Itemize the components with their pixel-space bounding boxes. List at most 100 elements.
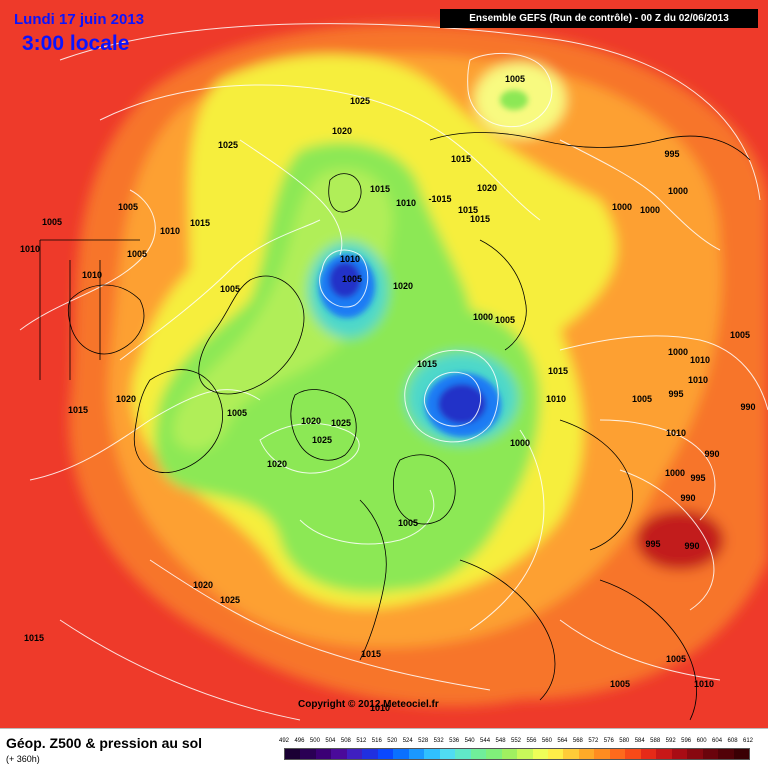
pressure-label: 1005 bbox=[495, 315, 515, 325]
pressure-label: 1015 bbox=[370, 184, 390, 194]
pressure-label: 1000 bbox=[473, 312, 493, 322]
pressure-label: -1015 bbox=[428, 194, 451, 204]
footer-subtitle: (+ 360h) bbox=[6, 754, 40, 764]
pressure-label: 1025 bbox=[218, 140, 238, 150]
legend-tick-label: 536 bbox=[449, 738, 460, 744]
legend-swatch bbox=[408, 749, 425, 759]
legend-tick-label: 580 bbox=[619, 738, 630, 744]
isobars bbox=[19, 23, 768, 721]
pressure-label: 1005 bbox=[632, 394, 652, 404]
legend-tick-label: 508 bbox=[340, 738, 351, 744]
footer: Géop. Z500 & pression au sol (+ 360h) 49… bbox=[0, 728, 768, 769]
pressure-label: 1010 bbox=[160, 226, 180, 236]
legend-tick-label: 592 bbox=[665, 738, 676, 744]
copyright: Copyright © 2012 Meteociel.fr bbox=[298, 699, 439, 710]
legend-swatch bbox=[625, 749, 641, 759]
pressure-label: 1000 bbox=[640, 205, 660, 215]
legend-tick-label: 600 bbox=[696, 738, 707, 744]
pressure-label: 1010 bbox=[666, 428, 686, 438]
run-info: Ensemble GEFS (Run de contrôle) - 00 Z d… bbox=[440, 9, 758, 28]
legend-swatch bbox=[640, 749, 657, 759]
z500-field-green bbox=[154, 142, 540, 593]
z500-low-arctic-core bbox=[329, 262, 361, 298]
legend-swatch bbox=[517, 749, 533, 759]
z500-high-ne-core bbox=[500, 90, 528, 110]
legend-swatch bbox=[687, 749, 703, 759]
legend-tick-label: 548 bbox=[495, 738, 506, 744]
pressure-label: 1025 bbox=[350, 96, 370, 106]
pressure-label: 1015 bbox=[361, 649, 381, 659]
pressure-label: 1025 bbox=[220, 595, 240, 605]
pressure-label: 1020 bbox=[267, 459, 287, 469]
legend-swatch bbox=[656, 749, 672, 759]
legend-tick-labels: 492 496 500 504 508 512 516 520 524 528 532 536 540 5… bbox=[278, 737, 754, 746]
pressure-labels: 1005 1025 1020 1025 1015 995 1020 1000 1015 1010 -… bbox=[20, 74, 756, 713]
color-legend bbox=[284, 748, 750, 760]
legend-swatch bbox=[532, 749, 548, 759]
pressure-label: 1020 bbox=[477, 183, 497, 193]
pressure-label: 1015 bbox=[451, 154, 471, 164]
legend-tick-label: 612 bbox=[742, 738, 754, 744]
legend-swatch bbox=[331, 749, 347, 759]
legend-tick-label: 564 bbox=[557, 738, 568, 744]
legend-swatch bbox=[315, 749, 332, 759]
legend-swatch bbox=[609, 749, 626, 759]
pressure-label: 1005 bbox=[730, 330, 750, 340]
legend-swatch bbox=[547, 749, 564, 759]
pressure-label: 990 bbox=[684, 541, 699, 551]
pressure-label: 1015 bbox=[24, 633, 44, 643]
pressure-label: 1025 bbox=[312, 435, 332, 445]
pressure-label: 1005 bbox=[118, 202, 138, 212]
pressure-label: 1020 bbox=[116, 394, 136, 404]
pressure-label: 1025 bbox=[331, 418, 351, 428]
legend-tick-label: 604 bbox=[712, 738, 723, 744]
pressure-label: 1020 bbox=[193, 580, 213, 590]
pressure-label: 1010 bbox=[694, 679, 714, 689]
pressure-label: 1010 bbox=[82, 270, 102, 280]
pressure-label: 1015 bbox=[470, 214, 490, 224]
pressure-label: 995 bbox=[664, 149, 679, 159]
pressure-label: 1005 bbox=[398, 518, 418, 528]
legend-swatch bbox=[718, 749, 734, 759]
legend-swatch bbox=[594, 749, 610, 759]
legend-tick-label: 492 bbox=[278, 738, 290, 744]
legend-tick-label: 528 bbox=[418, 738, 429, 744]
pressure-label: 1010 bbox=[20, 244, 40, 254]
pressure-label: 995 bbox=[645, 539, 660, 549]
pressure-label: 995 bbox=[668, 389, 683, 399]
pressure-label: 990 bbox=[704, 449, 719, 459]
forecast-date: Lundi 17 juin 2013 bbox=[14, 11, 145, 28]
legend-tick-label: 532 bbox=[433, 738, 444, 744]
legend-tick-label: 560 bbox=[541, 738, 552, 744]
legend-swatch bbox=[393, 749, 409, 759]
pressure-label: 1010 bbox=[546, 394, 566, 404]
pressure-label: 1010 bbox=[340, 254, 360, 264]
legend-swatch bbox=[486, 749, 502, 759]
pressure-label: 990 bbox=[740, 402, 755, 412]
pressure-label: 1020 bbox=[393, 281, 413, 291]
pressure-label: 1005 bbox=[227, 408, 247, 418]
pressure-label: 1005 bbox=[220, 284, 240, 294]
legend-swatch bbox=[439, 749, 456, 759]
pressure-label: 1000 bbox=[668, 347, 688, 357]
pressure-label: 1005 bbox=[505, 74, 525, 84]
legend-swatch bbox=[300, 749, 316, 759]
pressure-label: 1010 bbox=[690, 355, 710, 365]
legend-tick-label: 588 bbox=[650, 738, 661, 744]
legend-tick-label: 516 bbox=[371, 738, 382, 744]
legend-tick-label: 608 bbox=[727, 738, 738, 744]
legend-swatch bbox=[671, 749, 688, 759]
pressure-label: 1015 bbox=[68, 405, 88, 415]
footer-title: Géop. Z500 & pression au sol bbox=[6, 735, 203, 751]
legend-swatch bbox=[346, 749, 363, 759]
pressure-label: 1000 bbox=[612, 202, 632, 212]
forecast-time: 3:00 locale bbox=[22, 32, 130, 55]
pressure-label: 1015 bbox=[548, 366, 568, 376]
pressure-label: 1010 bbox=[396, 198, 416, 208]
legend-swatch bbox=[578, 749, 595, 759]
z500-low-east-core bbox=[438, 384, 486, 424]
pressure-label: 1000 bbox=[665, 468, 685, 478]
pressure-label: 1020 bbox=[301, 416, 321, 426]
legend-swatch bbox=[455, 749, 471, 759]
